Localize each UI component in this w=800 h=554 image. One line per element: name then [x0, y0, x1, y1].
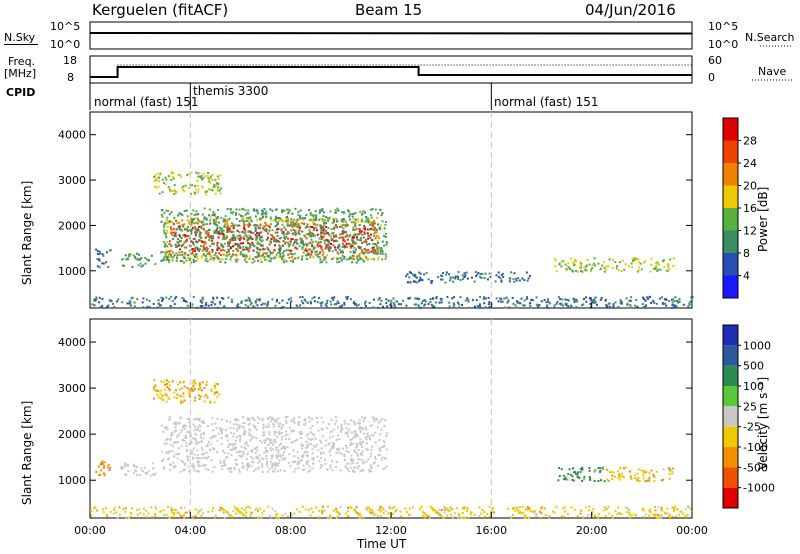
velocity-colorbar-swatch-7	[723, 447, 738, 468]
velocity-ytick-label-2: 2000	[58, 428, 86, 441]
cpid-segment-3: normal (fast) 151	[494, 95, 599, 109]
xtick-label-7: 00:00	[676, 524, 708, 537]
nsearch-top-tick: 10^5	[708, 20, 739, 33]
power-scatter-region-6	[554, 257, 675, 273]
velocity-scatter-region-5	[557, 466, 606, 483]
power-colorbar-tick-label-4: 16	[743, 202, 757, 215]
nave-top-tick: 60	[708, 54, 722, 67]
nsky-strip-frame	[89, 21, 693, 50]
velocity-ytick-label-1: 1000	[58, 474, 86, 487]
power-scatter-region-2	[160, 207, 388, 264]
freq-bottom-tick: 8	[67, 71, 74, 84]
xtick-label-6: 20:00	[576, 524, 608, 537]
x-axis-label: Time UT	[357, 537, 407, 551]
station-title: Kerguelen (fitACF)	[92, 1, 229, 19]
power-scatter-region-4	[95, 248, 112, 269]
freq-unit: [MHz]	[4, 67, 37, 80]
velocity-colorbar-swatch-9	[723, 487, 738, 508]
xtick-label-4: 12:00	[375, 524, 407, 537]
velocity-colorbar-tick-label-6: -100	[743, 441, 768, 454]
velocity-scatter-region-4	[120, 462, 157, 477]
power-scatter-region-5	[121, 252, 157, 268]
nsky-underline	[4, 44, 38, 45]
power-scatter-region-7	[405, 270, 531, 284]
cpid-segment-1: normal (fast) 151	[94, 95, 199, 109]
velocity-ytick-label-3: 3000	[58, 382, 86, 395]
velocity-colorbar-tick-label-3: 100	[743, 380, 764, 393]
velocity-colorbar-swatch-4	[723, 386, 738, 407]
velocity-colorbar-swatch-6	[723, 426, 738, 447]
power-colorbar-swatch-5	[723, 185, 738, 208]
power-colorbar-tick-label-6: 24	[743, 157, 757, 170]
power-colorbar-tick-label-2: 8	[743, 247, 750, 260]
power-scatter-region-3	[153, 171, 223, 196]
velocity-ytick-label-4: 4000	[58, 336, 86, 349]
velocity-colorbar-tick-label-2: 500	[743, 360, 764, 373]
power-colorbar-tick-label-5: 20	[743, 180, 757, 193]
velocity-colorbar-tick-label-4: 25	[743, 400, 757, 413]
nsky-label: N.Sky	[4, 31, 36, 44]
cpid-segment-2: themis 3300	[193, 84, 269, 98]
velocity-colorbar-swatch-3	[723, 365, 738, 386]
velocity-colorbar-tick-label-7: -500	[743, 461, 768, 474]
power-colorbar-tick-label-3: 12	[743, 225, 757, 238]
velocity-scatter-region-7	[90, 505, 692, 520]
velocity-colorbar-tick-label-5: -25	[743, 421, 761, 434]
power-scatter-region-8	[91, 295, 694, 310]
power-colorbar-swatch-2	[723, 253, 738, 276]
power-colorbar-swatch-6	[723, 163, 738, 186]
freq-top-tick: 18	[63, 54, 77, 67]
velocity-scatter-region-6	[606, 466, 674, 483]
velocity-scatter-region-1	[160, 416, 388, 473]
power-colorbar-swatch-4	[723, 208, 738, 231]
power-panel-ylabel: Slant Range [km]	[20, 180, 34, 285]
power-ytick-label-2: 2000	[58, 219, 86, 232]
velocity-colorbar-swatch-1	[723, 325, 738, 346]
nsearch-label: N.Search	[745, 31, 795, 44]
xtick-label-5: 16:00	[475, 524, 507, 537]
freq-label: Freq.	[8, 55, 36, 68]
nsky-top-tick: 10^5	[50, 20, 81, 33]
velocity-scatter-region-3	[95, 460, 112, 477]
power-colorbar-tick-label-7: 28	[743, 135, 757, 148]
xtick-label-2: 04:00	[174, 524, 206, 537]
velocity-colorbar-swatch-2	[723, 345, 738, 366]
nsearch-bottom-tick: 10^0	[708, 38, 739, 51]
beam-title: Beam 15	[355, 1, 423, 19]
power-panel-frame	[89, 111, 693, 309]
frequency-trace	[90, 66, 692, 78]
power-colorbar-swatch-8	[723, 118, 738, 141]
velocity-colorbar-tick-label-1: 1000	[743, 339, 771, 352]
velocity-colorbar-swatch-5	[723, 406, 738, 427]
nave-label: Nave	[758, 65, 787, 78]
power-colorbar-tick-label-1: 4	[743, 270, 750, 283]
velocity-colorbar-tick-label-8: -1000	[743, 482, 775, 495]
nave-bottom-tick: 0	[708, 71, 715, 84]
freq-strip-frame	[89, 55, 693, 84]
velocity-colorbar-label: Velocity [m s⁻¹]	[756, 376, 770, 470]
velocity-scatter-region-2	[152, 379, 221, 404]
xtick-label-3: 08:00	[275, 524, 307, 537]
date-title: 04/Jun/2016	[585, 1, 676, 19]
power-colorbar-swatch-3	[723, 230, 738, 253]
velocity-colorbar-frame	[722, 324, 739, 509]
power-colorbar-label: Power [dB]	[756, 186, 770, 252]
velocity-panel-ylabel: Slant Range [km]	[20, 400, 34, 505]
power-ytick-label-3: 3000	[58, 174, 86, 187]
power-ytick-label-4: 4000	[58, 129, 86, 142]
nsky-trace	[89, 32, 693, 35]
velocity-colorbar-swatch-8	[723, 467, 738, 488]
power-ytick-label-1: 1000	[58, 265, 86, 278]
xtick-label-1: 00:00	[74, 524, 106, 537]
cpid-label: CPID	[6, 86, 36, 99]
power-colorbar-swatch-7	[723, 140, 738, 163]
power-colorbar-swatch-1	[723, 275, 738, 298]
nsky-bottom-tick: 10^0	[50, 38, 81, 51]
